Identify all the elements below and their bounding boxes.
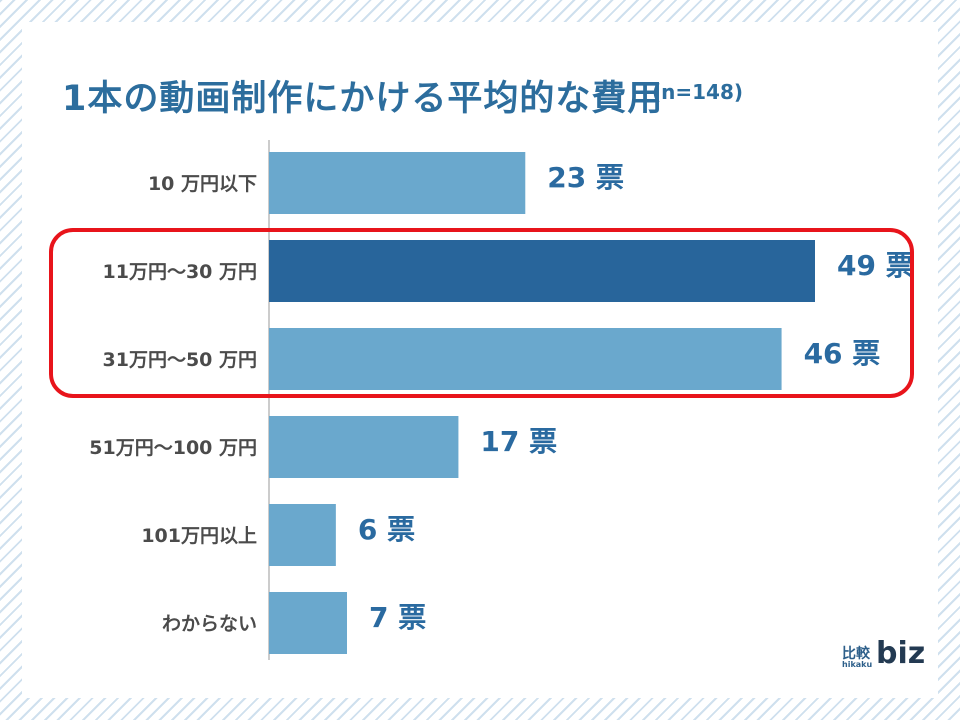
logo-text-top: 比較 bbox=[842, 646, 870, 662]
category-label-0: 10 万円以下 bbox=[148, 173, 257, 195]
bar-0 bbox=[269, 152, 526, 214]
value-label-0: 23 票 bbox=[547, 161, 624, 194]
bar-3 bbox=[269, 416, 459, 478]
value-label-1: 49 票 bbox=[837, 249, 914, 282]
value-label-4: 6 票 bbox=[358, 513, 415, 546]
category-label-3: 51万円〜100 万円 bbox=[89, 437, 257, 459]
value-label-3: 17 票 bbox=[480, 425, 557, 458]
chart-subtitle: (n=148) bbox=[652, 80, 744, 104]
bar-4 bbox=[269, 504, 336, 566]
highlight-frame bbox=[49, 228, 914, 398]
bars-group bbox=[269, 152, 815, 654]
bar-1 bbox=[269, 240, 815, 302]
category-label-2: 31万円〜50 万円 bbox=[103, 349, 258, 371]
logo-text-small: hikaku bbox=[842, 660, 873, 669]
category-label-1: 11万円〜30 万円 bbox=[103, 261, 258, 283]
value-label-5: 7 票 bbox=[369, 601, 426, 634]
value-labels-group: 23 票 49 票 46 票 17 票 6 票 7 票 bbox=[358, 161, 914, 634]
bar-2 bbox=[269, 328, 782, 390]
hikaku-biz-logo: 比較 hikaku biz bbox=[842, 636, 925, 674]
category-labels-group: 10 万円以下 11万円〜30 万円 31万円〜50 万円 51万円〜100 万円 10… bbox=[89, 173, 257, 635]
category-label-4: 101万円以上 bbox=[141, 525, 257, 547]
bar-5 bbox=[269, 592, 347, 654]
value-label-2: 46 票 bbox=[804, 337, 881, 370]
category-label-5: わからない bbox=[162, 613, 257, 635]
logo-text-main: biz bbox=[876, 636, 926, 671]
chart-title: 1本の動画制作にかける平均的な費用 bbox=[62, 79, 664, 119]
